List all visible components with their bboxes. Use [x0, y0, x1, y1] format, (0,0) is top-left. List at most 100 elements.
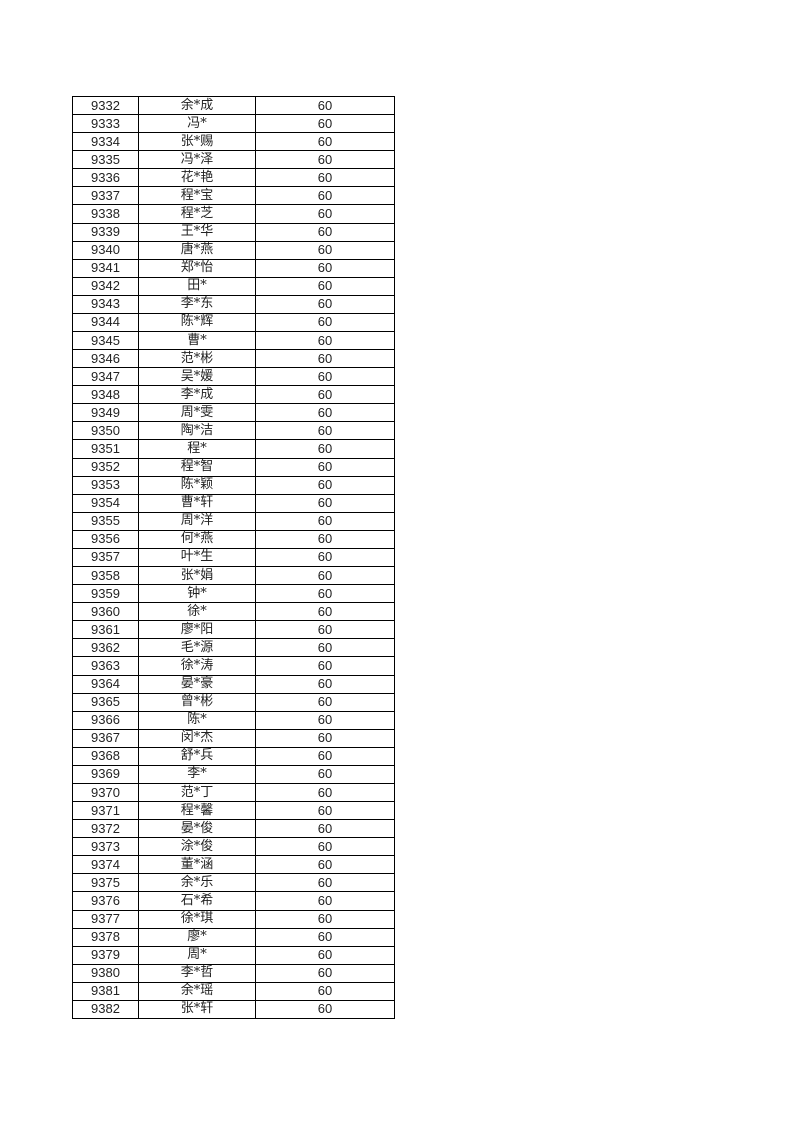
- score-cell: 60: [255, 819, 395, 839]
- row-number-cell: 9349: [72, 403, 139, 423]
- row-number-cell: 9378: [72, 927, 139, 947]
- row-number-cell: 9376: [72, 891, 139, 911]
- score-cell: 60: [255, 349, 395, 369]
- table-row: 9339 王*华 60: [72, 222, 395, 242]
- table-row: 9372 晏*俊 60: [72, 819, 395, 839]
- table-row: 9340 唐*燕 60: [72, 240, 395, 260]
- name-cell: 张*赐: [138, 132, 256, 152]
- table-row: 9343 李*东 60: [72, 294, 395, 314]
- score-cell: 60: [255, 240, 395, 260]
- table-row: 9347 吴*媛 60: [72, 367, 395, 387]
- name-cell: 程*智: [138, 457, 256, 477]
- row-number-cell: 9355: [72, 511, 139, 531]
- row-number-cell: 9337: [72, 186, 139, 206]
- table-row: 9375 余*乐 60: [72, 873, 395, 893]
- score-cell: 60: [255, 692, 395, 712]
- score-cell: 60: [255, 457, 395, 477]
- score-cell: 60: [255, 421, 395, 441]
- table-row: 9359 钟* 60: [72, 584, 395, 604]
- name-cell: 石*希: [138, 891, 256, 911]
- score-cell: 60: [255, 909, 395, 929]
- table-row: 9355 周*洋 60: [72, 511, 395, 531]
- row-number-cell: 9370: [72, 782, 139, 803]
- name-cell: 郑*怡: [138, 258, 256, 278]
- name-cell: 陈*辉: [138, 312, 256, 333]
- table-row: 9365 曾*彬 60: [72, 692, 395, 712]
- table-row: 9354 曹*轩 60: [72, 493, 395, 513]
- name-cell: 余*瑶: [138, 981, 256, 1001]
- row-number-cell: 9335: [72, 150, 139, 170]
- table-row: 9350 陶*洁 60: [72, 421, 395, 441]
- table-row: 9381 余*瑶 60: [72, 981, 395, 1001]
- name-cell: 晏*俊: [138, 819, 256, 839]
- name-cell: 晏*豪: [138, 674, 256, 694]
- name-cell: 徐*: [138, 602, 256, 622]
- table-row: 9357 叶*生 60: [72, 547, 395, 568]
- score-cell: 60: [255, 855, 395, 875]
- score-cell: 60: [255, 258, 395, 278]
- row-number-cell: 9365: [72, 692, 139, 712]
- score-cell: 60: [255, 837, 395, 857]
- name-cell: 张*轩: [138, 999, 256, 1019]
- table-row: 9356 何*燕 60: [72, 529, 395, 549]
- table-row: 9364 晏*豪 60: [72, 674, 395, 694]
- score-cell: 60: [255, 439, 395, 459]
- row-number-cell: 9345: [72, 331, 139, 351]
- name-cell: 程*馨: [138, 801, 256, 821]
- table-row: 9377 徐*琪 60: [72, 909, 395, 929]
- score-cell: 60: [255, 873, 395, 893]
- score-cell: 60: [255, 493, 395, 513]
- name-cell: 李*成: [138, 385, 256, 405]
- name-cell: 廖*: [138, 927, 256, 947]
- row-number-cell: 9381: [72, 981, 139, 1001]
- row-number-cell: 9343: [72, 294, 139, 314]
- row-number-cell: 9373: [72, 837, 139, 857]
- table-row: 9337 程*宝 60: [72, 186, 395, 206]
- score-cell: 60: [255, 385, 395, 405]
- name-cell: 冯*: [138, 114, 256, 134]
- score-cell: 60: [255, 204, 395, 224]
- table-row: 9336 花*艳 60: [72, 168, 395, 188]
- row-number-cell: 9344: [72, 312, 139, 333]
- row-number-cell: 9363: [72, 656, 139, 676]
- name-cell: 陈*: [138, 710, 256, 730]
- table-row: 9370 范*丁 60: [72, 782, 395, 803]
- score-cell: 60: [255, 331, 395, 351]
- table-body: 9332 余*成 60 9333 冯* 60 9334 张*赐 60 9335 冯*泽 60 9336 花…: [72, 95, 395, 1019]
- row-number-cell: 9346: [72, 349, 139, 369]
- name-cell: 徐*涛: [138, 656, 256, 676]
- name-cell: 冯*泽: [138, 150, 256, 170]
- name-cell: 范*丁: [138, 782, 256, 803]
- score-table: 9332 余*成 60 9333 冯* 60 9334 张*赐 60 9335 冯*泽 60 9336 花…: [72, 95, 395, 1019]
- table-row: 9367 闵*杰 60: [72, 728, 395, 748]
- name-cell: 程*: [138, 439, 256, 459]
- table-row: 9374 董*涵 60: [72, 855, 395, 875]
- row-number-cell: 9358: [72, 566, 139, 586]
- name-cell: 周*: [138, 945, 256, 965]
- row-number-cell: 9367: [72, 728, 139, 748]
- name-cell: 曾*彬: [138, 692, 256, 712]
- table-row: 9342 田* 60: [72, 276, 395, 296]
- score-cell: 60: [255, 294, 395, 314]
- score-cell: 60: [255, 656, 395, 676]
- row-number-cell: 9379: [72, 945, 139, 965]
- score-cell: 60: [255, 114, 395, 134]
- table-row: 9376 石*希 60: [72, 891, 395, 911]
- table-row: 9361 廖*阳 60: [72, 620, 395, 640]
- name-cell: 李*哲: [138, 963, 256, 983]
- score-cell: 60: [255, 746, 395, 766]
- table-row: 9345 曹* 60: [72, 331, 395, 351]
- score-cell: 60: [255, 186, 395, 206]
- name-cell: 唐*燕: [138, 240, 256, 260]
- name-cell: 张*娟: [138, 566, 256, 586]
- score-cell: 60: [255, 367, 395, 387]
- name-cell: 舒*兵: [138, 746, 256, 766]
- row-number-cell: 9375: [72, 873, 139, 893]
- name-cell: 廖*阳: [138, 620, 256, 640]
- name-cell: 王*华: [138, 222, 256, 242]
- name-cell: 余*成: [138, 95, 256, 116]
- score-cell: 60: [255, 638, 395, 658]
- row-number-cell: 9361: [72, 620, 139, 640]
- row-number-cell: 9382: [72, 999, 139, 1019]
- table-row: 9368 舒*兵 60: [72, 746, 395, 766]
